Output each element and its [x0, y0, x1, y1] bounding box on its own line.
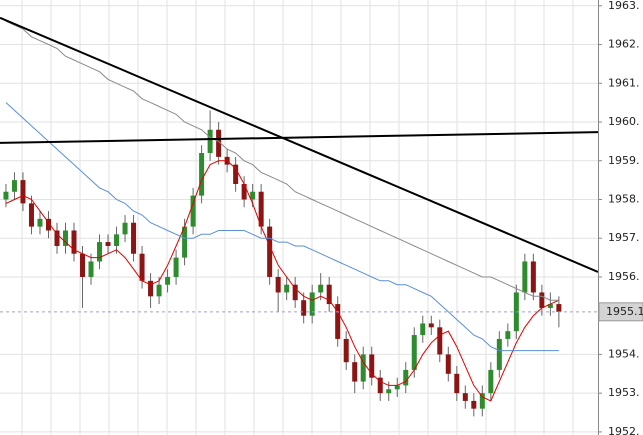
candle-body	[547, 304, 553, 308]
candle-body	[556, 304, 562, 312]
candle-body	[165, 276, 171, 285]
candle-body	[250, 191, 256, 200]
moving-average	[5, 102, 559, 352]
candle-body	[479, 393, 485, 409]
candle-body	[258, 191, 264, 227]
candle-body	[275, 276, 281, 293]
candle-body	[454, 373, 460, 394]
candle-body	[173, 257, 179, 277]
last-price-box	[598, 302, 643, 322]
candle-body	[420, 323, 426, 336]
candle-body	[156, 284, 162, 297]
candle-body	[377, 377, 383, 394]
candle-body	[54, 230, 60, 246]
candle-body	[309, 292, 315, 316]
candle-body	[437, 327, 443, 355]
candle-body	[505, 331, 511, 339]
candle-body	[369, 354, 375, 378]
moving-average	[5, 160, 560, 402]
candle-body	[488, 369, 494, 394]
axis: 1952. 1953. 1954. 1956. 1957. 1958. 1959. 1960.…	[598, 0, 643, 435]
candle-body	[284, 284, 290, 293]
candle-body	[411, 335, 417, 370]
last-price-label: 1955.1	[606, 305, 643, 318]
candle-body	[267, 226, 273, 277]
candle-body	[445, 354, 451, 374]
candle-body	[530, 261, 536, 293]
candle-body	[80, 253, 86, 277]
y-tick-label: 1956.	[608, 270, 640, 283]
candle-body	[216, 129, 222, 157]
y-tick-label: 1963.	[608, 0, 640, 12]
candle-body	[131, 222, 137, 254]
price-axis	[598, 0, 643, 435]
candle-body	[471, 400, 477, 409]
candle-body	[335, 304, 341, 339]
candle-body	[241, 183, 247, 200]
candle-body	[199, 153, 205, 196]
candle-body	[105, 242, 111, 246]
candle-body	[386, 389, 392, 394]
candle-body	[190, 195, 196, 227]
candle-body	[97, 242, 103, 262]
candle-body	[428, 323, 434, 328]
candle-body	[139, 253, 145, 281]
candle-body	[233, 164, 239, 184]
candle-body	[114, 234, 120, 246]
candle-body	[3, 191, 9, 200]
candle-body	[182, 226, 188, 258]
y-tick-label: 1960.	[608, 115, 640, 128]
y-tick-label: 1953.	[608, 386, 640, 399]
candle-body	[122, 222, 128, 235]
y-tick-label: 1952.	[608, 425, 640, 435]
candle-body	[71, 230, 77, 254]
candle-body	[207, 129, 213, 154]
plot	[0, 16, 598, 417]
candle-body	[88, 261, 94, 277]
candle-body	[394, 385, 400, 390]
candle-body	[522, 261, 528, 293]
candle-body	[20, 180, 26, 204]
y-tick-label: 1961.	[608, 76, 640, 89]
candle-body	[28, 203, 34, 227]
y-tick-label: 1959.	[608, 154, 640, 167]
candle-body	[45, 218, 51, 231]
candle-body	[148, 280, 154, 297]
candle-body	[352, 362, 358, 382]
candle-body	[37, 218, 43, 227]
candle-body	[318, 284, 324, 293]
candle-body	[360, 354, 366, 382]
trend-line	[0, 131, 598, 144]
vertical-grid	[0, 0, 598, 435]
moving-average	[5, 20, 559, 301]
candle-body	[496, 338, 502, 370]
y-tick-label: 1957.	[608, 231, 640, 244]
candle-body	[301, 300, 307, 316]
y-tick-label: 1958.	[608, 192, 640, 205]
y-tick-label: 1962.	[608, 38, 640, 51]
candle-body	[539, 292, 545, 308]
candle-body	[11, 180, 17, 192]
candle-body	[343, 338, 349, 363]
grid	[0, 5, 598, 433]
candle-body	[326, 284, 332, 305]
trend-line	[0, 16, 598, 273]
candle-body	[292, 284, 298, 301]
candle-body	[403, 369, 409, 386]
y-tick-label: 1954.	[608, 347, 640, 360]
candle-body	[62, 230, 68, 246]
candle-body	[462, 393, 468, 401]
